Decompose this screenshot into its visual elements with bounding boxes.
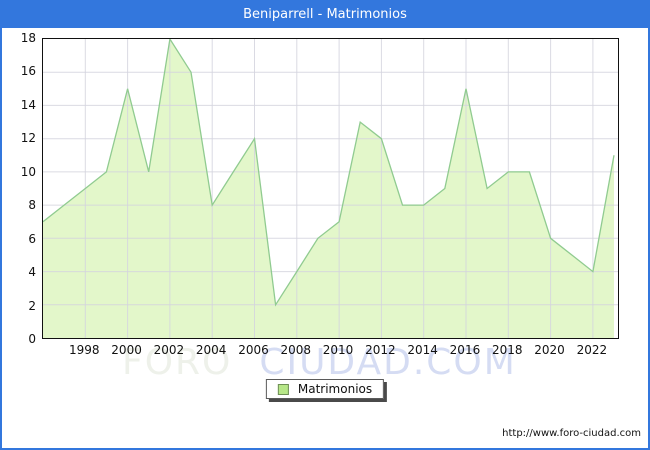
plot-area bbox=[42, 38, 619, 339]
y-tick-label: 14 bbox=[20, 97, 36, 112]
x-tick-label: 2000 bbox=[111, 343, 142, 357]
y-tick-label: 6 bbox=[28, 231, 36, 246]
legend-label: Matrimonios bbox=[297, 382, 373, 396]
x-tick-label: 2008 bbox=[280, 343, 312, 357]
x-tick-label: 2020 bbox=[534, 343, 565, 357]
x-tick-label: 2006 bbox=[238, 343, 269, 357]
legend: Matrimonios bbox=[265, 379, 385, 399]
watermark-ciudad: CIUDAD.COM bbox=[259, 342, 517, 383]
x-tick-label: 2022 bbox=[576, 343, 608, 357]
watermark-foro: FORO bbox=[122, 342, 233, 383]
source-url: http://www.foro-ciudad.com bbox=[502, 428, 641, 439]
y-tick-label: 12 bbox=[20, 131, 36, 146]
area-chart-canvas bbox=[43, 39, 618, 338]
y-tick-label: 2 bbox=[28, 298, 36, 313]
legend-swatch-icon bbox=[277, 383, 289, 395]
x-tick-label: 2012 bbox=[365, 343, 396, 357]
y-tick-label: 4 bbox=[28, 265, 36, 280]
y-tick-label: 8 bbox=[28, 198, 36, 213]
y-tick-label: 0 bbox=[28, 332, 36, 346]
x-tick-label: 2016 bbox=[449, 343, 481, 357]
y-tick-label: 18 bbox=[20, 31, 36, 45]
area-fill bbox=[43, 39, 614, 338]
x-tick-label: 2004 bbox=[195, 343, 227, 357]
x-tick-label: 2018 bbox=[491, 343, 523, 357]
y-tick-label: 10 bbox=[20, 164, 36, 179]
x-tick-label: 1998 bbox=[69, 343, 100, 357]
chart-title: Beniparrell - Matrimonios bbox=[2, 2, 648, 28]
watermark: FORO CIUDAD.COM bbox=[122, 342, 517, 383]
y-tick-label: 16 bbox=[20, 64, 36, 79]
x-tick-label: 2014 bbox=[407, 343, 438, 357]
x-tick-label: 2002 bbox=[153, 343, 185, 357]
x-tick-label: 2010 bbox=[322, 343, 354, 357]
data-line bbox=[43, 39, 615, 307]
